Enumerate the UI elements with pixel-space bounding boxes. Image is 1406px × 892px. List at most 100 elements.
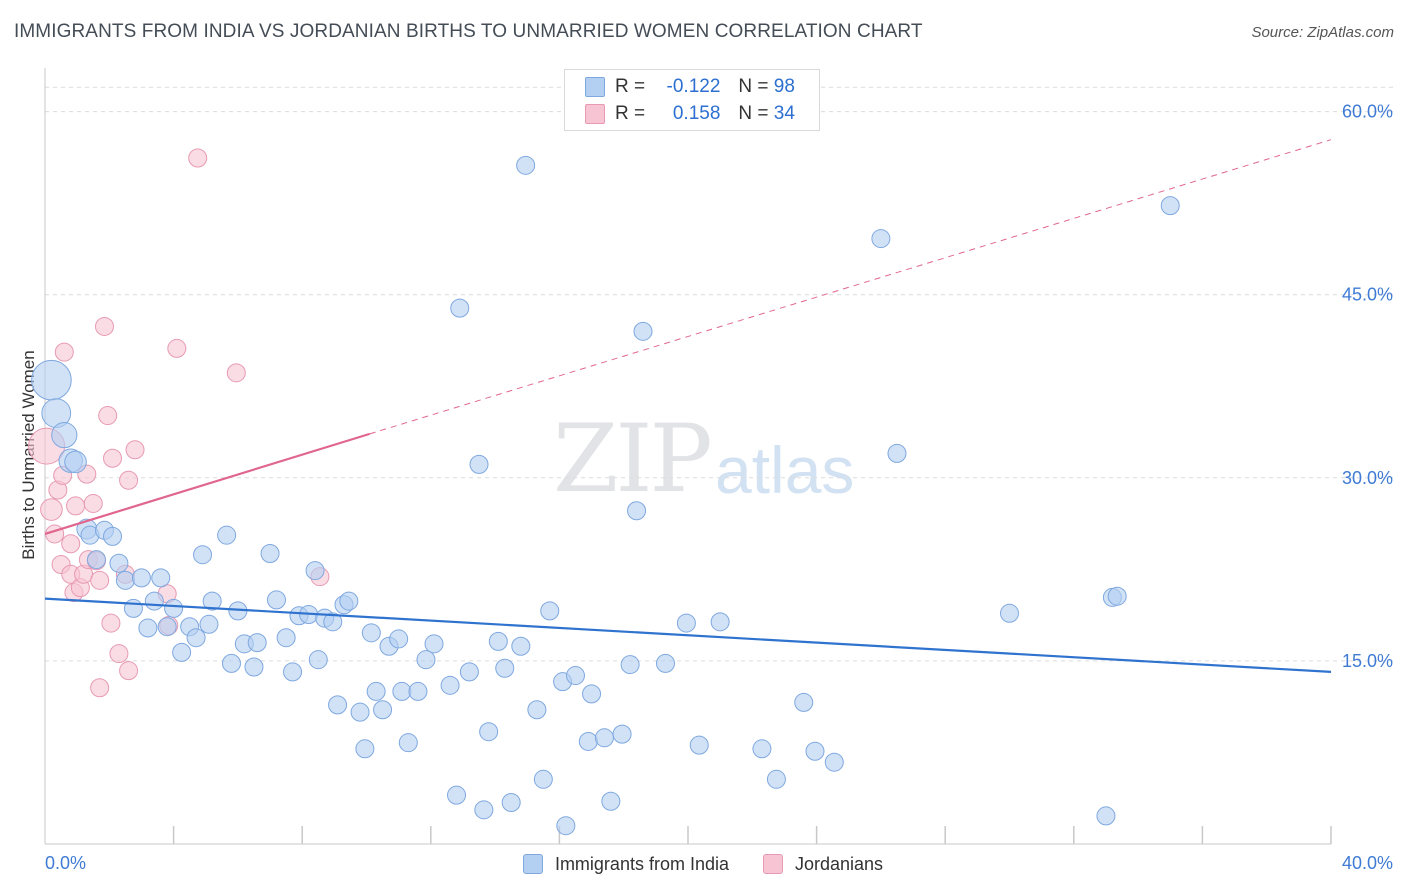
india-point [447, 785, 467, 805]
india-point [612, 724, 632, 744]
jordan-trend-line [44, 432, 371, 536]
x-tick-label: 0.0% [45, 853, 86, 873]
series-legend: Immigrants from India Jordanians [0, 850, 1406, 878]
watermark-zip: ZIP [553, 405, 713, 514]
india-point [594, 728, 614, 748]
correlation-legend: R = -0.122 N = 98 R = 0.158 N = 34 [564, 69, 820, 131]
jordan-trend-extension [369, 139, 1332, 435]
india-point [655, 653, 675, 673]
x-tick-label: 40.0% [1342, 853, 1393, 873]
india-point [488, 631, 508, 651]
jordan-point [119, 470, 139, 490]
india-point [556, 816, 576, 836]
india-trend-line [44, 597, 1332, 673]
jordan-point [119, 661, 139, 681]
india-point [516, 155, 536, 175]
india-point [247, 633, 267, 653]
legend-item-india[interactable]: Immigrants from India [522, 853, 729, 875]
india-point [469, 454, 489, 474]
india-point [51, 421, 78, 449]
india-point [766, 769, 786, 789]
y-tick-label: 60.0% [1342, 102, 1393, 122]
india-point [109, 553, 129, 573]
jordan-point [54, 342, 74, 362]
india-point [582, 684, 602, 704]
india-point [361, 623, 381, 643]
jordan-point [94, 316, 114, 336]
india-point [186, 628, 206, 648]
india-point [86, 550, 106, 570]
source-credit: Source: ZipAtlas.com [1251, 24, 1394, 41]
jordan-point [125, 440, 145, 460]
india-point [103, 526, 123, 546]
india-point [1000, 603, 1019, 623]
india-point [424, 634, 444, 654]
india-point [887, 443, 907, 463]
jordan-point [226, 363, 246, 383]
india-point [871, 229, 891, 249]
india-point [824, 752, 844, 772]
india-point [501, 792, 521, 812]
india-point [308, 650, 328, 670]
jordan-point [61, 534, 81, 554]
jordan-point [167, 338, 187, 358]
legend-label-india: Immigrants from India [554, 853, 729, 874]
india-point [676, 613, 696, 633]
india-point [172, 642, 192, 662]
india-point [479, 722, 499, 742]
india-point [389, 629, 409, 649]
india-point [565, 666, 585, 686]
chart-title: IMMIGRANTS FROM INDIA VS JORDANIAN BIRTH… [14, 21, 923, 42]
india-point [805, 741, 825, 761]
india-point [1107, 586, 1127, 606]
india-point [305, 561, 325, 581]
india-point [408, 681, 428, 701]
legend-row-india: R = -0.122 N = 98 [585, 74, 795, 100]
india-point [373, 700, 393, 720]
r-value: -0.122 [666, 76, 721, 97]
n-label: N = [738, 76, 769, 97]
india-point [710, 612, 730, 632]
n-label: N = [738, 103, 769, 124]
n-value: 34 [773, 103, 795, 124]
india-point [355, 739, 375, 759]
india-point [620, 655, 640, 675]
india-point [323, 612, 343, 632]
india-point [151, 568, 171, 588]
india-point [64, 450, 87, 474]
india-point [350, 702, 370, 722]
jordan-point [101, 613, 121, 633]
india-point [450, 298, 470, 318]
india-point [398, 733, 418, 753]
india-point [689, 735, 709, 755]
jordan-point [98, 406, 118, 426]
india-point [157, 617, 177, 637]
india-point [511, 636, 531, 656]
legend-item-jordan[interactable]: Jordanians [763, 854, 883, 875]
jordan-legend-swatch [763, 854, 783, 874]
r-label: R = [615, 76, 646, 97]
y-tick-label: 45.0% [1342, 285, 1393, 305]
jordan-point [66, 496, 86, 516]
india-point [115, 570, 135, 590]
india-swatch [585, 77, 605, 97]
legend-row-jordan: R = 0.158 N = 34 [585, 101, 795, 127]
india-point [495, 658, 515, 678]
india-point [283, 662, 303, 682]
india-point [474, 800, 494, 820]
legend-label-jordan: Jordanians [795, 853, 884, 874]
india-point [459, 662, 479, 682]
india-point [339, 591, 359, 611]
india-point [260, 543, 280, 563]
india-point [366, 681, 386, 701]
india-point [131, 568, 151, 588]
india-point [1096, 806, 1116, 826]
india-point [164, 598, 184, 618]
india-point [1160, 196, 1180, 216]
n-value: 98 [773, 76, 795, 97]
india-point [328, 695, 348, 715]
india-point [221, 653, 241, 673]
jordan-point [90, 570, 110, 590]
india-point [199, 614, 219, 634]
